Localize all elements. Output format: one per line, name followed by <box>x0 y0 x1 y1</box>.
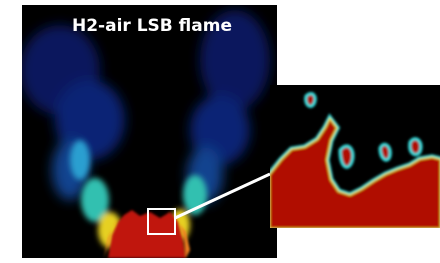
zoom-inset <box>270 85 440 228</box>
panel-title: H2-air LSB flame <box>72 16 232 36</box>
flame-figure: H2-air LSB flame <box>0 0 440 263</box>
flame-panel: H2-air LSB flame <box>20 5 277 258</box>
